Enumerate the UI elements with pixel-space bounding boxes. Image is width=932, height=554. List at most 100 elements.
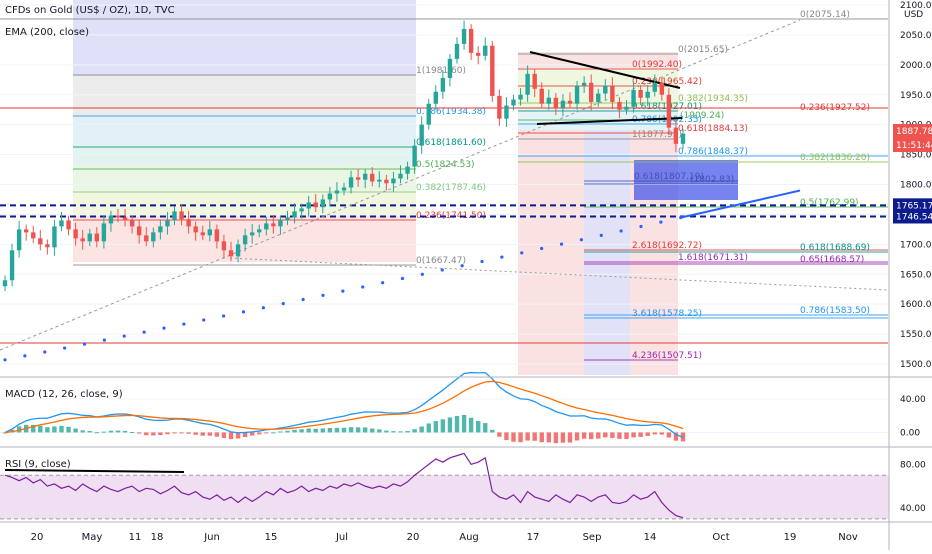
macd-histogram-bar	[9, 429, 15, 433]
macd-histogram-bar	[490, 429, 495, 433]
macd-histogram-bar	[567, 432, 573, 443]
macd-histogram-bar	[2, 432, 8, 434]
macd-histogram-bar	[94, 432, 100, 434]
macd-histogram-bar	[334, 427, 340, 433]
axes-layer: 2100.002050.002000.001950.001900.001850.…	[31, 1, 932, 543]
price-axis-tick: 2050.00	[900, 31, 932, 41]
macd-histogram-bar	[666, 432, 672, 438]
ema-dot	[460, 264, 464, 268]
price-axis-tick: 1500.00	[900, 360, 932, 370]
candle-body	[631, 89, 636, 107]
price-tag-bg	[893, 198, 932, 213]
candle-body	[94, 233, 100, 242]
macd-histogram-bar	[80, 430, 85, 433]
macd-histogram-bar	[624, 432, 629, 440]
macd-histogram-bar	[532, 432, 537, 441]
ema-dot	[142, 330, 146, 334]
candle-body	[348, 177, 354, 188]
ema-dot	[619, 229, 623, 233]
candle-body	[588, 82, 594, 102]
ema-dot	[361, 285, 365, 289]
candle-body	[525, 73, 530, 95]
macd-axis-tick: 40.00	[900, 395, 926, 405]
macd-line	[4, 371, 684, 438]
macd-histogram-bar	[73, 428, 78, 433]
macd-histogram-bar	[207, 432, 213, 436]
macd-histogram-bar	[348, 427, 354, 433]
macd-histogram-bar	[341, 427, 347, 433]
candle-body	[306, 202, 311, 209]
candle-body	[16, 229, 22, 251]
macd-legend[interactable]: MACD (12, 26, close, 9)	[5, 389, 123, 400]
price-axis-tick: 1600.00	[900, 300, 932, 310]
ema-dot	[102, 338, 106, 342]
candle-body	[596, 93, 601, 102]
candle-body	[638, 89, 643, 98]
candle-body	[299, 208, 304, 212]
macd-histogram-bar	[454, 415, 460, 433]
macd-histogram-bar	[553, 432, 559, 444]
candle-body	[362, 173, 368, 180]
ema-dot	[202, 318, 206, 322]
candle-body	[419, 124, 424, 146]
candle-body	[66, 220, 71, 230]
rsi-legend[interactable]: RSI (9, close)	[5, 459, 71, 470]
candle-body	[377, 179, 382, 182]
macd-histogram-bar	[52, 426, 57, 433]
macd-histogram-bar	[412, 429, 417, 433]
ema-dot	[261, 306, 265, 310]
macd-histogram-bar	[659, 432, 665, 435]
macd-histogram-bar	[242, 432, 248, 438]
fib-level-label: 4.236(1507.51)	[632, 351, 702, 361]
macd-histogram-bar	[574, 432, 580, 441]
ema-legend[interactable]: EMA (200, close)	[5, 27, 89, 38]
ema-projection-line	[680, 189, 801, 219]
price-axis-tick: 1700.00	[900, 240, 932, 250]
candle-body	[567, 100, 573, 104]
candle-body	[391, 178, 396, 184]
candle-body	[115, 215, 121, 218]
time-axis-tick: Jul	[335, 532, 348, 543]
fib-level-label: 0.236(1927.52)	[800, 103, 870, 113]
macd-histogram-bar	[461, 414, 467, 433]
macd-histogram-bar	[483, 423, 488, 433]
candle-body	[9, 250, 15, 281]
symbol-title[interactable]: CFDs on Gold (US$ / OZ), 1D, TVC	[5, 5, 175, 16]
candle-body	[151, 232, 156, 242]
candle-body	[426, 103, 431, 125]
price-axis-tick: 1850.00	[900, 151, 932, 161]
candle-body	[652, 82, 657, 92]
time-axis-tick: Oct	[712, 532, 729, 543]
fib-level-label: 1.618(1671.31)	[678, 253, 748, 263]
ema-dot	[182, 322, 186, 326]
candle-body	[158, 226, 163, 233]
ema-dot	[63, 346, 67, 350]
fib-level-label: 0.786(1848.37)	[678, 147, 748, 157]
ema-dot	[659, 220, 663, 224]
candle-body	[108, 215, 114, 224]
ema-dot	[480, 259, 484, 264]
macd-histogram-bar	[235, 432, 241, 439]
macd-histogram-bar	[370, 428, 375, 433]
macd-histogram-bar	[539, 432, 544, 443]
candle-body	[468, 28, 474, 53]
candle-body	[475, 52, 481, 56]
ema-dot	[321, 293, 325, 297]
candle-body	[200, 232, 205, 236]
price-tag-label: 1765.17	[896, 201, 932, 211]
macd-histogram-bar	[179, 432, 184, 434]
macd-histogram-bar	[652, 432, 657, 435]
ema-dot	[420, 272, 424, 276]
macd-histogram-bar	[59, 425, 64, 433]
candle-body	[341, 187, 347, 191]
candle-body	[129, 220, 135, 227]
candle-body	[292, 211, 297, 218]
fib-level-label: 0.65(1668.57)	[800, 255, 864, 265]
candle-body	[483, 45, 488, 56]
macd-histogram-bar	[546, 432, 552, 443]
macd-histogram-bar	[165, 432, 170, 435]
macd-histogram-bar	[285, 430, 290, 433]
ema-dot	[122, 334, 126, 338]
